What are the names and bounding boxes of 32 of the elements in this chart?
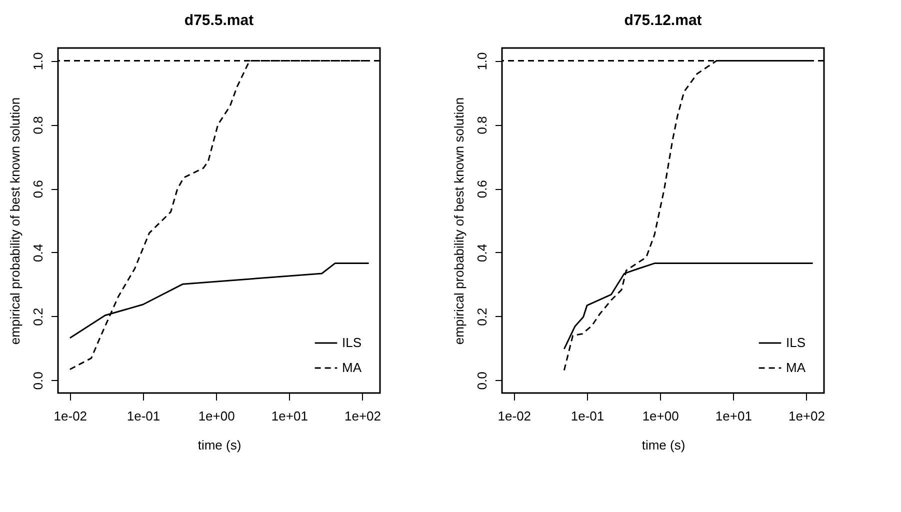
chart-title: d75.12.mat	[624, 12, 702, 29]
legend-label: MA	[342, 360, 362, 375]
x-tick-label: 1e+02	[788, 408, 825, 424]
y-tick-label: 0.6	[30, 180, 46, 198]
y-tick-label: 0.4	[30, 244, 46, 262]
y-tick-label: 0.0	[474, 372, 490, 390]
legend-label: MA	[786, 360, 806, 375]
x-tick-label: 1e+02	[344, 408, 381, 424]
y-tick-label: 0.6	[474, 180, 490, 198]
x-axis-title: time (s)	[642, 438, 686, 452]
x-tick-label: 1e-02	[498, 408, 532, 424]
y-tick-label: 1.0	[30, 52, 46, 70]
x-tick-label: 1e-02	[54, 408, 88, 424]
legend-label: ILS	[342, 335, 362, 350]
x-tick-label: 1e+00	[642, 408, 679, 424]
y-tick-label: 0.4	[474, 244, 490, 262]
x-axis-title: time (s)	[198, 438, 242, 452]
legend-label: ILS	[786, 335, 806, 350]
y-tick-label: 0.8	[30, 116, 46, 134]
y-tick-label: 0.8	[474, 116, 490, 134]
y-tick-label: 0.0	[30, 372, 46, 390]
x-tick-label: 1e+00	[198, 408, 235, 424]
y-tick-label: 0.2	[30, 308, 46, 326]
y-axis-title: empirical probability of best known solution	[452, 97, 466, 345]
y-tick-label: 1.0	[474, 52, 490, 70]
x-tick-label: 1e-01	[126, 408, 160, 424]
chart-title: d75.5.mat	[184, 12, 254, 29]
y-axis-title: empirical probability of best known solution	[8, 97, 22, 345]
x-tick-label: 1e+01	[715, 408, 752, 424]
y-tick-label: 0.2	[474, 308, 490, 326]
x-tick-label: 1e-01	[570, 408, 604, 424]
x-tick-label: 1e+01	[271, 408, 308, 424]
